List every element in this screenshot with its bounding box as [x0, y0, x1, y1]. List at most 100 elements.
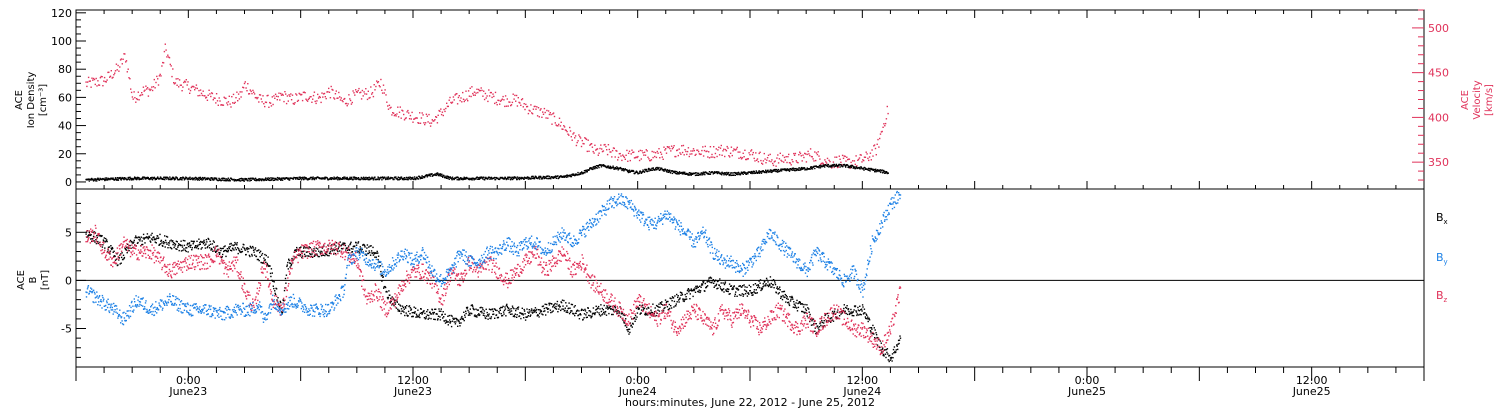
velocity-series-point — [738, 157, 740, 159]
density-series-point — [162, 178, 164, 181]
bx-series-point — [238, 250, 241, 252]
bz-series-point — [231, 270, 234, 272]
density-series-point — [668, 169, 670, 172]
bx-series-point — [814, 330, 816, 332]
bx-series-point — [414, 311, 416, 313]
velocity-series-point — [352, 90, 354, 92]
bz-series-point — [238, 273, 241, 275]
bz-series-point — [163, 256, 165, 258]
bx-series-point — [242, 246, 244, 248]
density-series-point — [141, 178, 143, 180]
density-series-point — [655, 169, 658, 171]
bz-series-point — [311, 242, 314, 245]
bx-series-point — [751, 294, 753, 296]
velocity-series-point — [790, 164, 792, 166]
velocity-series-point — [503, 99, 505, 101]
velocity-series-point — [774, 160, 776, 162]
density-series-point — [665, 169, 667, 172]
bx-series-point — [708, 281, 711, 283]
bx-series-point — [195, 247, 198, 249]
velocity-series-point — [173, 82, 175, 84]
bx-series-point — [401, 310, 403, 312]
bx-series-point — [315, 250, 317, 252]
velocity-series-point — [199, 94, 201, 97]
bx-series-point — [595, 309, 597, 311]
density-series-point — [776, 170, 778, 173]
bz-series-point — [255, 302, 258, 305]
density-series-point — [708, 173, 710, 175]
density-series-point — [218, 177, 220, 180]
velocity-series-point — [697, 150, 700, 153]
bx-series-point — [153, 238, 156, 241]
bx-series-point — [341, 248, 344, 250]
velocity-series-point — [104, 80, 107, 83]
velocity-series-point — [374, 89, 376, 91]
velocity-series-point — [785, 156, 787, 158]
density-series-point — [716, 171, 718, 174]
velocity-series-point — [278, 92, 280, 94]
density-series-point — [213, 178, 215, 180]
velocity-series-point — [586, 150, 588, 153]
density-series-point — [689, 174, 691, 176]
density-series-point — [579, 173, 581, 175]
bz-series-point — [233, 265, 236, 267]
bx-series-point — [410, 309, 412, 311]
bx-series-point — [192, 243, 194, 245]
density-series-point — [258, 179, 260, 182]
bx-series-point — [793, 303, 795, 305]
density-series-point — [602, 164, 604, 166]
density-series-point — [848, 166, 850, 169]
bx-series-point — [715, 284, 717, 287]
bx-series-point — [783, 296, 785, 298]
density-series-point — [788, 169, 790, 171]
velocity-series-point — [621, 159, 623, 162]
bottom-ytick-left-label: 0 — [65, 274, 72, 287]
density-series-point — [852, 165, 854, 167]
bx-series-point — [256, 250, 258, 252]
density-series-point — [727, 173, 729, 175]
velocity-series-point — [293, 103, 295, 105]
velocity-series-point — [512, 93, 514, 95]
density-series-point — [853, 167, 855, 169]
velocity-series-point — [322, 96, 324, 98]
velocity-series-point — [387, 105, 389, 107]
velocity-series-point — [881, 130, 883, 133]
bx-series-point — [462, 318, 464, 320]
bx-series-point — [212, 240, 215, 242]
velocity-series-point — [577, 140, 579, 142]
bx-series-point — [848, 313, 851, 316]
bx-series-point — [559, 305, 561, 308]
density-series-point — [579, 172, 581, 174]
velocity-series-point — [392, 112, 395, 114]
bz-series-point — [223, 272, 225, 275]
density-series-point — [377, 176, 379, 178]
bx-series-point — [436, 313, 438, 315]
bx-series-point — [406, 305, 408, 307]
bx-series-point — [503, 309, 506, 312]
bx-series-point — [732, 288, 735, 290]
velocity-series-point — [684, 149, 686, 151]
velocity-series-point — [434, 119, 436, 121]
bz-series-point — [227, 276, 230, 278]
velocity-series-point — [289, 95, 291, 97]
bz-series-point — [313, 246, 316, 248]
bx-series-point — [107, 246, 110, 248]
bz-series-point — [184, 258, 186, 261]
bz-series-point — [118, 245, 120, 247]
bx-series-point — [131, 242, 134, 244]
velocity-series-point — [472, 92, 474, 95]
bz-series-point — [248, 291, 250, 293]
bz-series-point — [199, 268, 201, 271]
bx-series-point — [138, 236, 141, 238]
bx-series-point — [851, 314, 853, 317]
bx-series-point — [642, 309, 645, 311]
bx-series-point — [537, 314, 539, 316]
bz-series-point — [222, 260, 224, 262]
bx-series-point — [800, 303, 802, 305]
top-ytick-left-label: 0 — [65, 176, 72, 189]
bx-series-point — [831, 317, 833, 319]
velocity-series-point — [185, 79, 187, 81]
bz-series-point — [123, 240, 126, 243]
density-series-point — [424, 176, 426, 178]
velocity-series-point — [475, 92, 477, 94]
